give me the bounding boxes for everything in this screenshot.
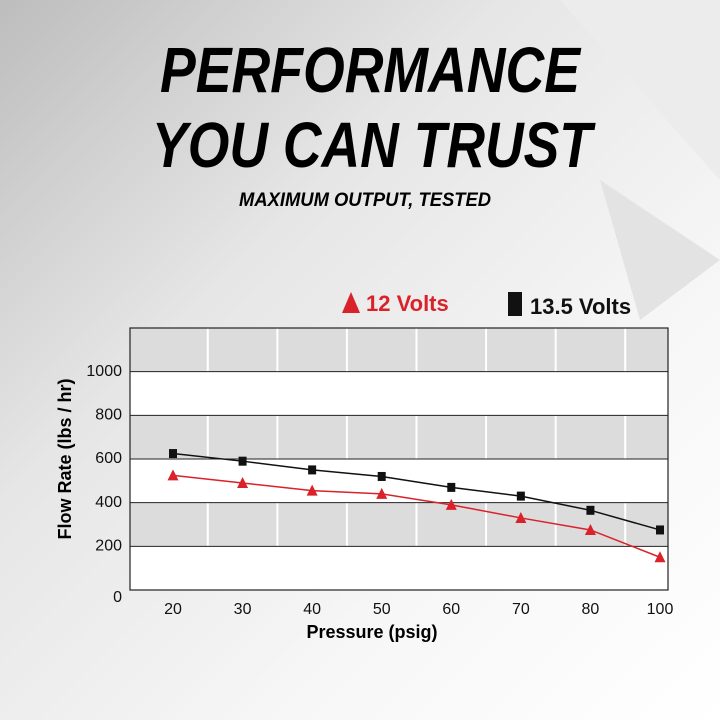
bg-shape xyxy=(560,0,720,180)
grid-band xyxy=(130,328,668,372)
bg-shape xyxy=(600,180,720,320)
y-axis-label: Flow Rate (lbs / hr) xyxy=(55,378,75,539)
legend-label: 13.5 Volts xyxy=(530,294,631,319)
x-tick-label: 40 xyxy=(303,601,321,618)
point xyxy=(654,551,666,563)
x-tick-label: 50 xyxy=(373,601,391,618)
x-axis-label: Pressure (psig) xyxy=(306,622,437,642)
legend-label: 12 Volts xyxy=(366,291,449,316)
legend-marker xyxy=(508,292,522,316)
point xyxy=(377,471,386,481)
point xyxy=(515,511,527,523)
x-tick-label: 80 xyxy=(582,601,600,618)
point xyxy=(308,465,317,475)
x-tick-label: 30 xyxy=(234,601,252,618)
point xyxy=(584,523,596,535)
point xyxy=(167,469,179,481)
y-tick-label: 0 xyxy=(113,589,122,606)
chart-title: PERFORMANCE xyxy=(160,34,582,106)
grid-band xyxy=(130,502,668,547)
chart-title: YOU CAN TRUST xyxy=(152,109,596,181)
legend-marker xyxy=(342,292,360,313)
y-tick-label: 200 xyxy=(95,538,122,555)
y-tick-label: 600 xyxy=(95,450,122,467)
point xyxy=(238,456,247,466)
plot xyxy=(129,327,669,591)
x-tick-label: 100 xyxy=(647,601,674,618)
x-tick-label: 20 xyxy=(164,601,182,618)
point xyxy=(447,482,456,492)
y-tick-label: 800 xyxy=(95,407,122,424)
point xyxy=(445,498,457,510)
plot-frame xyxy=(129,327,669,591)
series-line xyxy=(172,452,661,531)
point xyxy=(586,505,595,515)
point xyxy=(376,487,388,499)
point xyxy=(516,491,525,501)
point xyxy=(656,525,664,535)
x-tick-label: 60 xyxy=(442,601,460,618)
y-tick-label: 1000 xyxy=(86,363,122,380)
series-line xyxy=(172,474,661,558)
y-tick-label: 400 xyxy=(95,494,122,511)
chart-subtitle: MAXIMUM OUTPUT, TESTED xyxy=(239,190,491,211)
point xyxy=(306,484,318,496)
grid-band xyxy=(130,415,668,459)
point xyxy=(237,477,249,489)
point xyxy=(169,449,177,459)
x-tick-label: 70 xyxy=(512,601,530,618)
